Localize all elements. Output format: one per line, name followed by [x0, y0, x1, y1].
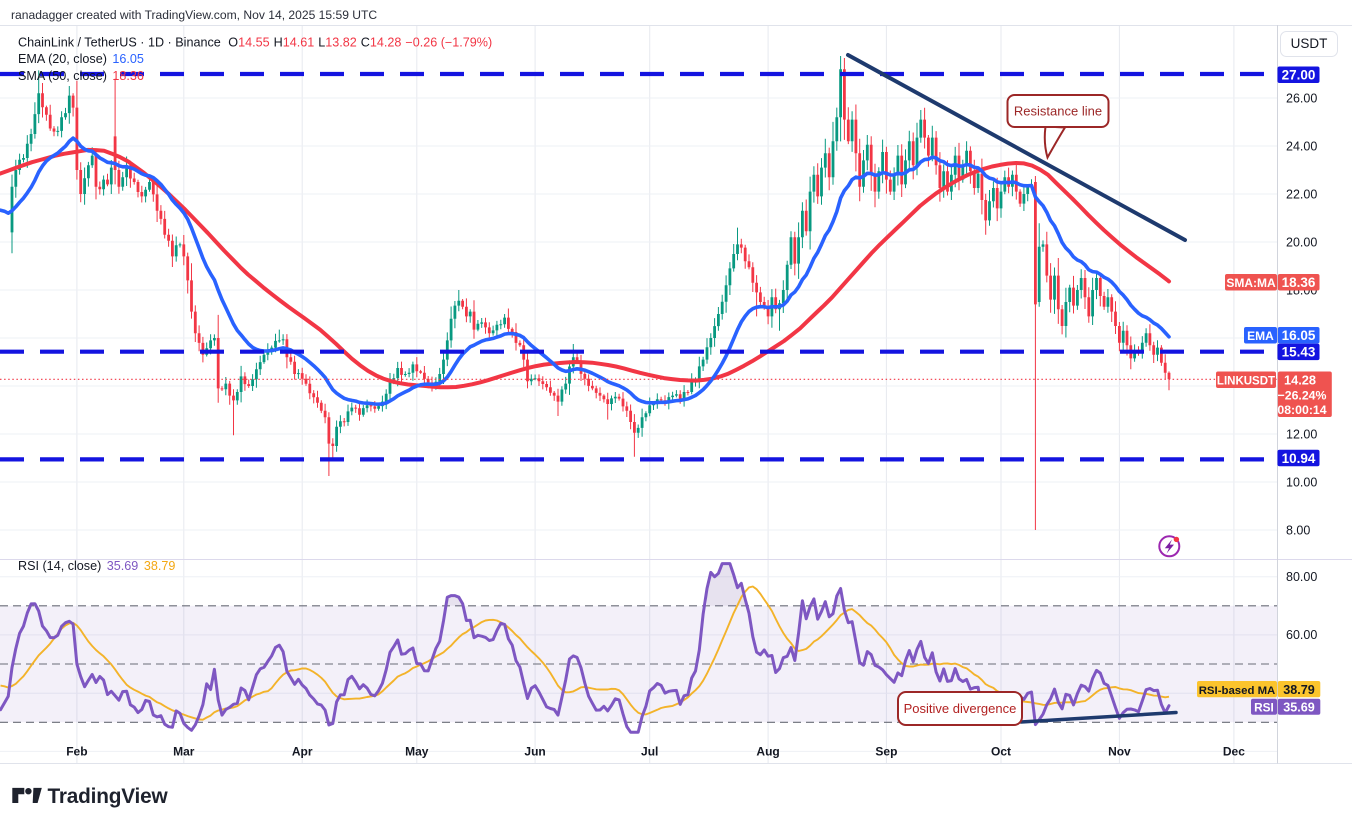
svg-text:TradingView: TradingView: [48, 785, 169, 808]
svg-text:8.00: 8.00: [1286, 523, 1310, 537]
svg-text:20.00: 20.00: [1286, 235, 1317, 249]
svg-text:08:00:14: 08:00:14: [1277, 403, 1326, 417]
svg-text:22.00: 22.00: [1286, 187, 1317, 201]
svg-text:SMA:MA: SMA:MA: [1226, 276, 1276, 290]
svg-text:80.00: 80.00: [1286, 570, 1317, 584]
svg-text:60.00: 60.00: [1286, 628, 1317, 642]
svg-text:RSI: RSI: [1254, 700, 1274, 714]
svg-text:SMA (50, close) 18.36: SMA (50, close) 18.36: [18, 69, 144, 83]
svg-text:Nov: Nov: [1108, 744, 1131, 758]
svg-text:Dec: Dec: [1223, 744, 1245, 758]
svg-text:EMA: EMA: [1247, 329, 1274, 343]
svg-text:ranadagger created with Tradin: ranadagger created with TradingView.com,…: [11, 8, 377, 22]
svg-text:Jun: Jun: [524, 744, 545, 758]
svg-text:ChainLink / TetherUS · 1D · Bi: ChainLink / TetherUS · 1D · Binance O14.…: [18, 36, 492, 50]
svg-text:Mar: Mar: [173, 744, 195, 758]
svg-text:Jul: Jul: [641, 744, 658, 758]
svg-text:Oct: Oct: [991, 744, 1011, 758]
svg-text:Positive divergence: Positive divergence: [904, 701, 1017, 716]
svg-text:10.00: 10.00: [1286, 475, 1317, 489]
svg-text:12.00: 12.00: [1286, 427, 1317, 441]
svg-text:14.28: 14.28: [1284, 372, 1316, 387]
svg-text:16.05: 16.05: [1282, 328, 1316, 343]
svg-text:Apr: Apr: [292, 744, 313, 758]
svg-text:24.00: 24.00: [1286, 139, 1317, 153]
svg-text:Aug: Aug: [756, 744, 779, 758]
svg-text:26.00: 26.00: [1286, 91, 1317, 105]
svg-text:15.43: 15.43: [1282, 345, 1316, 360]
svg-text:Sep: Sep: [875, 744, 897, 758]
svg-text:18.36: 18.36: [1282, 275, 1316, 290]
svg-text:May: May: [405, 744, 429, 758]
svg-text:10.94: 10.94: [1282, 451, 1316, 466]
svg-text:−26.24%: −26.24%: [1278, 388, 1327, 402]
svg-text:Feb: Feb: [66, 744, 87, 758]
svg-text:35.69: 35.69: [1283, 700, 1315, 714]
svg-text:EMA (20, close) 16.05: EMA (20, close) 16.05: [18, 52, 144, 66]
svg-text:RSI (14, close) 35.69 38.79: RSI (14, close) 35.69 38.79: [18, 559, 175, 573]
svg-text:27.00: 27.00: [1282, 68, 1316, 83]
svg-text:38.79: 38.79: [1283, 683, 1315, 697]
svg-text:RSI-based MA: RSI-based MA: [1199, 685, 1276, 697]
svg-text:LINKUSDT: LINKUSDT: [1217, 375, 1275, 387]
svg-text:Resistance line: Resistance line: [1014, 104, 1102, 119]
svg-text:USDT: USDT: [1291, 36, 1328, 51]
